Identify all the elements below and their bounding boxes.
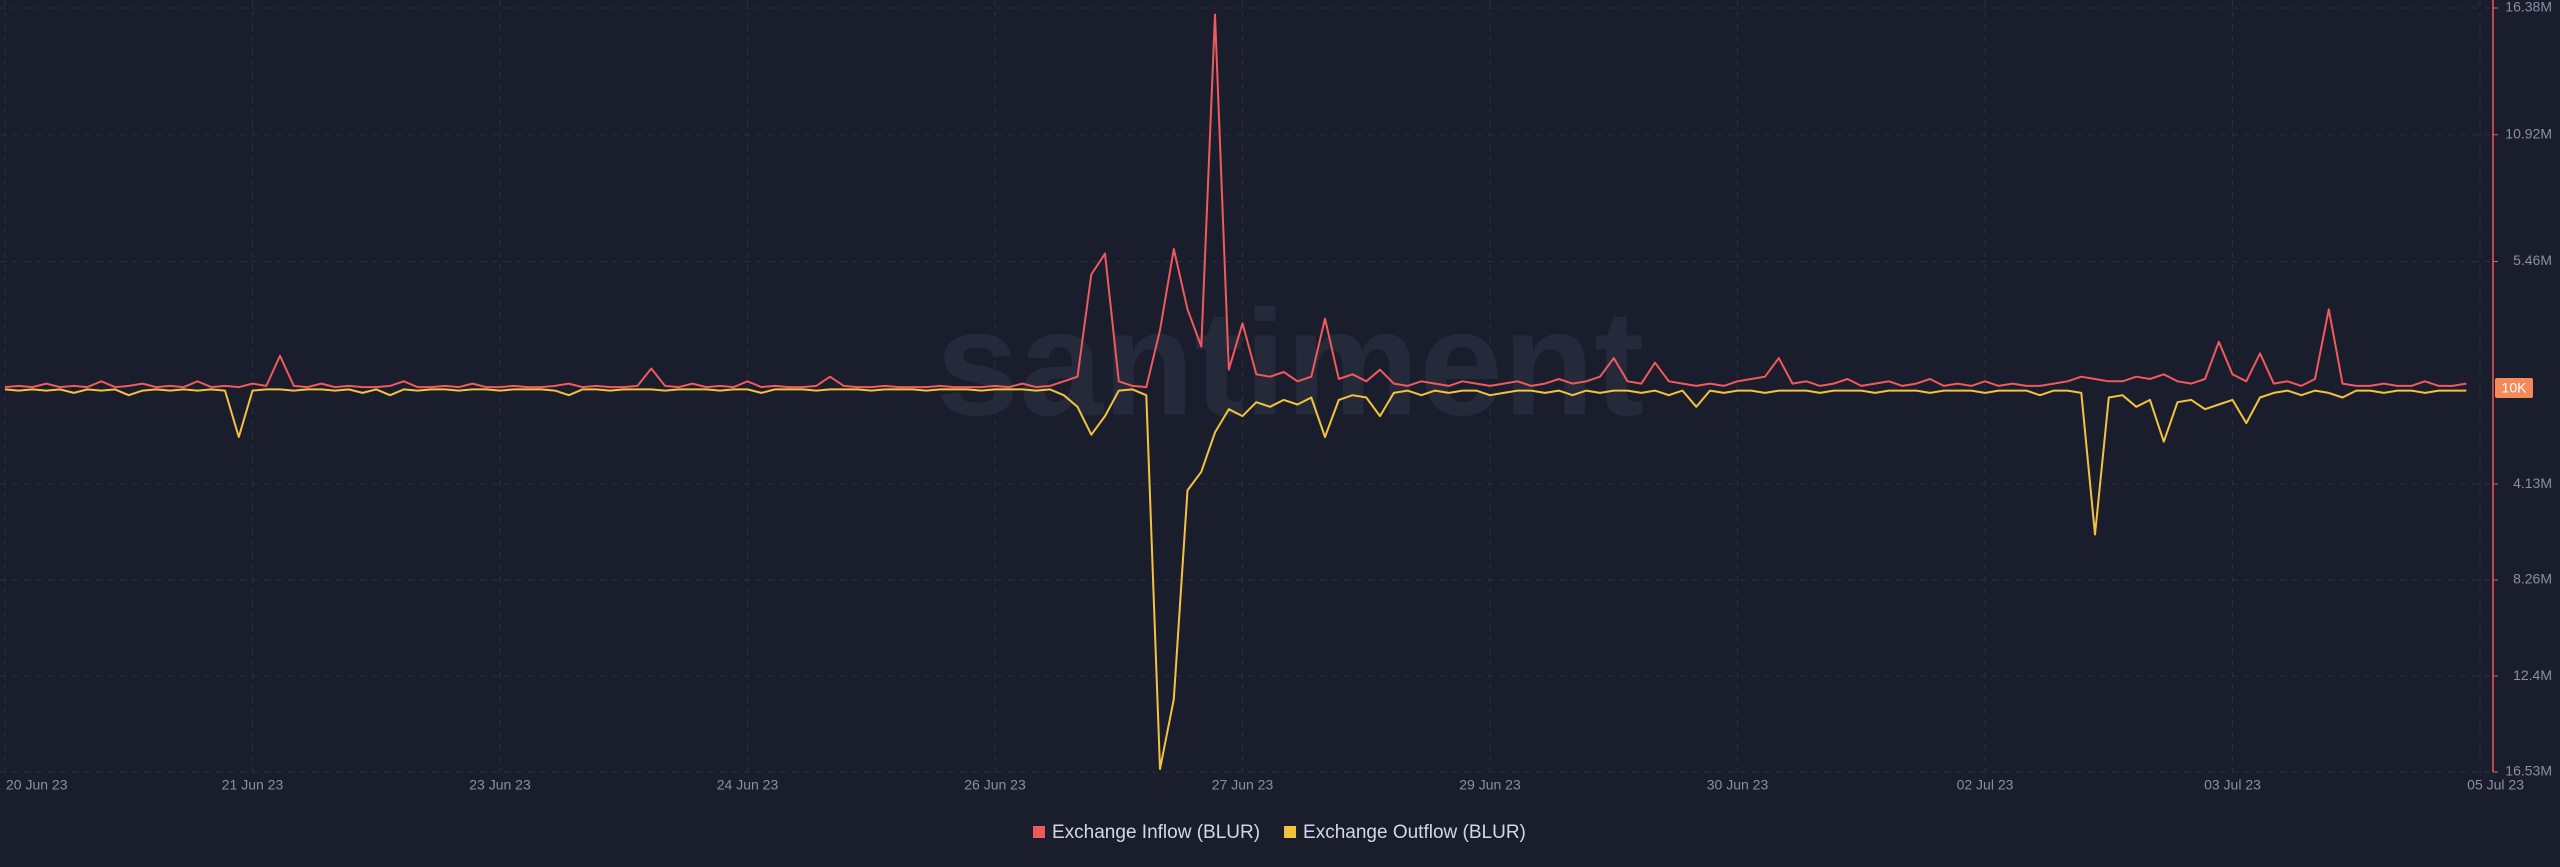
current-value-label: 10K — [2502, 380, 2528, 396]
x-tick-label: 03 Jul 23 — [2204, 777, 2261, 793]
y-tick-label: 10.92M — [2505, 125, 2552, 141]
series-line — [4, 13, 2467, 389]
series-line — [4, 388, 2467, 770]
legend-swatch — [1284, 826, 1297, 838]
current-value-badge — [2495, 378, 2533, 399]
legend-swatch — [1033, 826, 1045, 838]
legend-label: Exchange Inflow (BLUR) — [1052, 822, 1260, 843]
x-tick-label: 02 Jul 23 — [1957, 777, 2014, 793]
legend: Exchange Inflow (BLUR) Exchange Outflow (… — [1033, 822, 1526, 843]
x-tick-label: 29 Jun 23 — [1459, 777, 1521, 793]
y-tick-label: 4.13M — [2513, 475, 2552, 491]
watermark: santiment — [936, 279, 1644, 447]
x-tick-label: 24 Jun 23 — [717, 777, 779, 793]
y-tick-label: 16.53M — [2505, 763, 2552, 779]
y-tick-label: 8.26M — [2513, 571, 2552, 587]
x-tick-label: 23 Jun 23 — [469, 777, 531, 793]
x-tick-label: 26 Jun 23 — [964, 777, 1026, 793]
x-tick-label: 21 Jun 23 — [222, 777, 284, 793]
x-tick-label: 20 Jun 23 — [6, 777, 68, 793]
y-tick-label: 12.4M — [2513, 667, 2552, 683]
y-tick-label: 5.46M — [2513, 252, 2552, 268]
y-tick-label: 16.38M — [2505, 0, 2552, 15]
legend-label: Exchange Outflow (BLUR) — [1303, 822, 1526, 843]
x-tick-label: 05 Jul 23 — [2467, 777, 2524, 793]
x-tick-label: 30 Jun 23 — [1707, 777, 1769, 793]
x-tick-label: 27 Jun 23 — [1212, 777, 1274, 793]
